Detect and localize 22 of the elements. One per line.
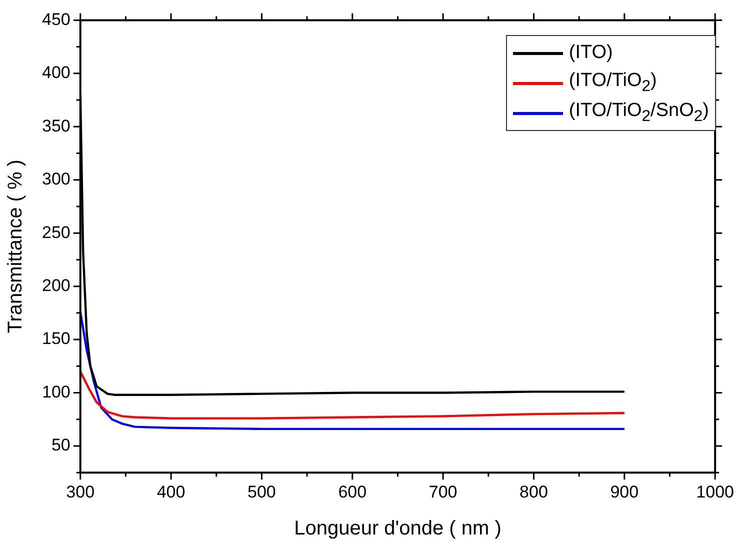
- x-tick-label: 1000: [696, 482, 734, 502]
- x-tick-label: 500: [248, 482, 276, 502]
- y-tick-label: 250: [42, 222, 70, 242]
- legend-label: (ITO/TiO$_{2}$): [568, 70, 657, 96]
- x-tick-label: 700: [428, 482, 458, 502]
- y-tick-label: 150: [42, 329, 70, 348]
- legend-label: (ITO): [568, 42, 613, 64]
- x-axis-title: Longueur d'onde ( nm ): [294, 518, 502, 540]
- x-tick-label: 400: [156, 482, 186, 502]
- y-tick-label: 100: [42, 382, 70, 402]
- x-tick-label: 800: [520, 482, 548, 502]
- legend-label: (ITO/TiO$_{2}$/SnO$_{2}$): [568, 100, 709, 126]
- y-tick-label: 300: [42, 170, 70, 189]
- y-tick-label: 200: [42, 276, 70, 296]
- x-tick-label: 900: [610, 482, 639, 502]
- y-tick-label: 50: [51, 436, 70, 455]
- y-tick-label: 400: [42, 63, 70, 82]
- y-tick-label: 450: [42, 10, 70, 29]
- y-axis-title: Transmittance ( % ): [4, 160, 27, 334]
- x-tick-label: 300: [66, 482, 95, 502]
- y-tick-label: 350: [42, 116, 70, 136]
- x-tick-label: 600: [338, 482, 367, 502]
